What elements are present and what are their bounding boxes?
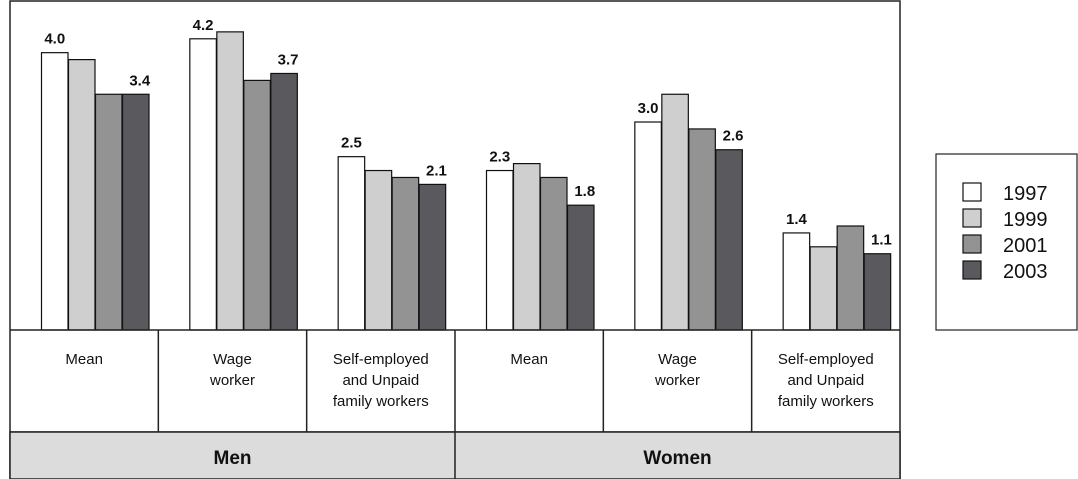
data-label: 3.0 <box>638 100 659 117</box>
category-label: Wage worker <box>209 351 255 389</box>
bar-2003-cat-2 <box>418 183 447 331</box>
bar-2003-cat-3 <box>566 204 595 331</box>
category-label: Wage worker <box>654 351 700 389</box>
legend-label-1999: 1999 <box>1003 209 1048 231</box>
bar-2003-cat-4 <box>715 149 743 331</box>
bar-1997-cat-3 <box>485 169 514 331</box>
bar-2003-cat-5 <box>863 253 892 331</box>
category-label: Self-employed and Unpaid family workers <box>778 351 874 410</box>
data-labels-layer: 4.0 3.4 4.2 3.7 2.5 2.1 2.3 1.8 3.0 2.6 1.4 1.1 <box>44 17 892 249</box>
category-label: Mean <box>510 351 548 368</box>
legend-swatch-1999 <box>962 208 982 228</box>
legend-label-2001: 2001 <box>1003 235 1048 257</box>
bar-1997-cat-0 <box>40 52 69 331</box>
data-label: 3.7 <box>278 51 299 68</box>
bar-2003-cat-1 <box>270 72 298 331</box>
plot-frame <box>9 0 901 479</box>
legend-swatch-1997 <box>962 182 982 202</box>
bar-1999-cat-0 <box>67 58 96 331</box>
bar-1997-cat-2 <box>337 156 366 331</box>
bar-1999-cat-5 <box>809 246 838 331</box>
category-label: Self-employed and Unpaid family workers <box>333 351 429 410</box>
data-label: 4.0 <box>44 31 65 48</box>
data-label: 2.1 <box>426 162 447 179</box>
bar-1997-cat-4 <box>634 121 662 331</box>
bar-2001-cat-4 <box>688 128 716 331</box>
legend: 1997 1999 2001 2003 <box>935 153 1078 331</box>
bar-2001-cat-2 <box>391 176 420 331</box>
group-label-women: Women <box>643 448 711 469</box>
data-label: 1.1 <box>871 232 892 249</box>
data-label: 1.8 <box>574 183 595 200</box>
data-label: 4.2 <box>193 17 214 34</box>
group-label-men: Men <box>214 448 252 469</box>
data-label: 2.3 <box>489 149 510 166</box>
bar-2001-cat-1 <box>243 79 271 331</box>
category-label: Mean <box>65 351 103 368</box>
bar-1999-cat-2 <box>364 169 393 331</box>
bar-2003-cat-0 <box>121 93 150 331</box>
bar-2001-cat-3 <box>539 176 568 331</box>
legend-label-2003: 2003 <box>1003 261 1048 283</box>
category-table: Mean Wage worker Self-employed and Unpaid fam… <box>9 329 901 479</box>
bar-1999-cat-1 <box>216 31 244 331</box>
data-label: 2.6 <box>723 128 744 145</box>
bar-1999-cat-4 <box>661 93 689 331</box>
legend-swatch-2003 <box>962 260 982 280</box>
legend-swatch-2001 <box>962 234 982 254</box>
bar-2001-cat-0 <box>94 93 123 331</box>
bar-1999-cat-3 <box>512 163 541 331</box>
data-label: 2.5 <box>341 135 362 152</box>
bar-1997-cat-1 <box>189 38 217 331</box>
bar-1997-cat-5 <box>782 232 811 331</box>
legend-box <box>935 153 1078 331</box>
bar-2001-cat-5 <box>836 225 865 331</box>
data-label: 3.4 <box>129 72 151 89</box>
bars-layer <box>40 31 892 331</box>
data-label: 1.4 <box>786 211 808 228</box>
legend-label-1997: 1997 <box>1003 183 1048 205</box>
